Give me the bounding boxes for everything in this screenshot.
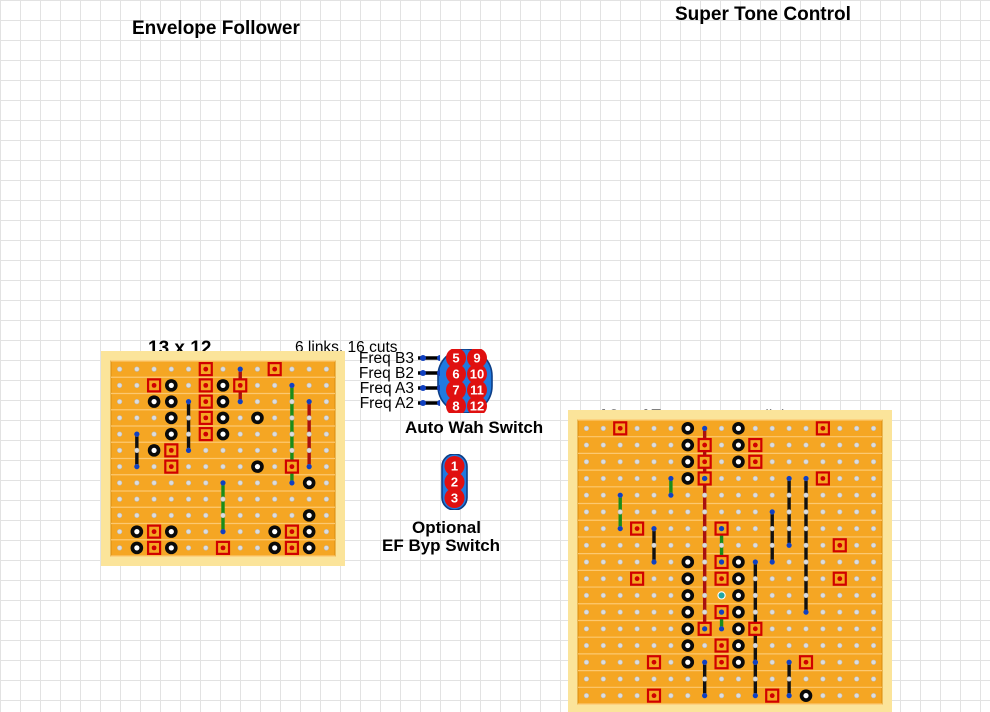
svg-text:8: 8 xyxy=(452,399,459,414)
svg-text:7: 7 xyxy=(452,383,459,398)
svg-text:3: 3 xyxy=(451,491,458,506)
svg-text:1: 1 xyxy=(451,459,458,474)
svg-text:12: 12 xyxy=(470,399,484,414)
svg-text:9: 9 xyxy=(473,351,480,366)
svg-text:2: 2 xyxy=(451,475,458,490)
svg-text:11: 11 xyxy=(470,383,484,398)
svg-text:10: 10 xyxy=(470,367,484,382)
svg-text:6: 6 xyxy=(452,367,459,382)
svg-text:5: 5 xyxy=(452,351,459,366)
